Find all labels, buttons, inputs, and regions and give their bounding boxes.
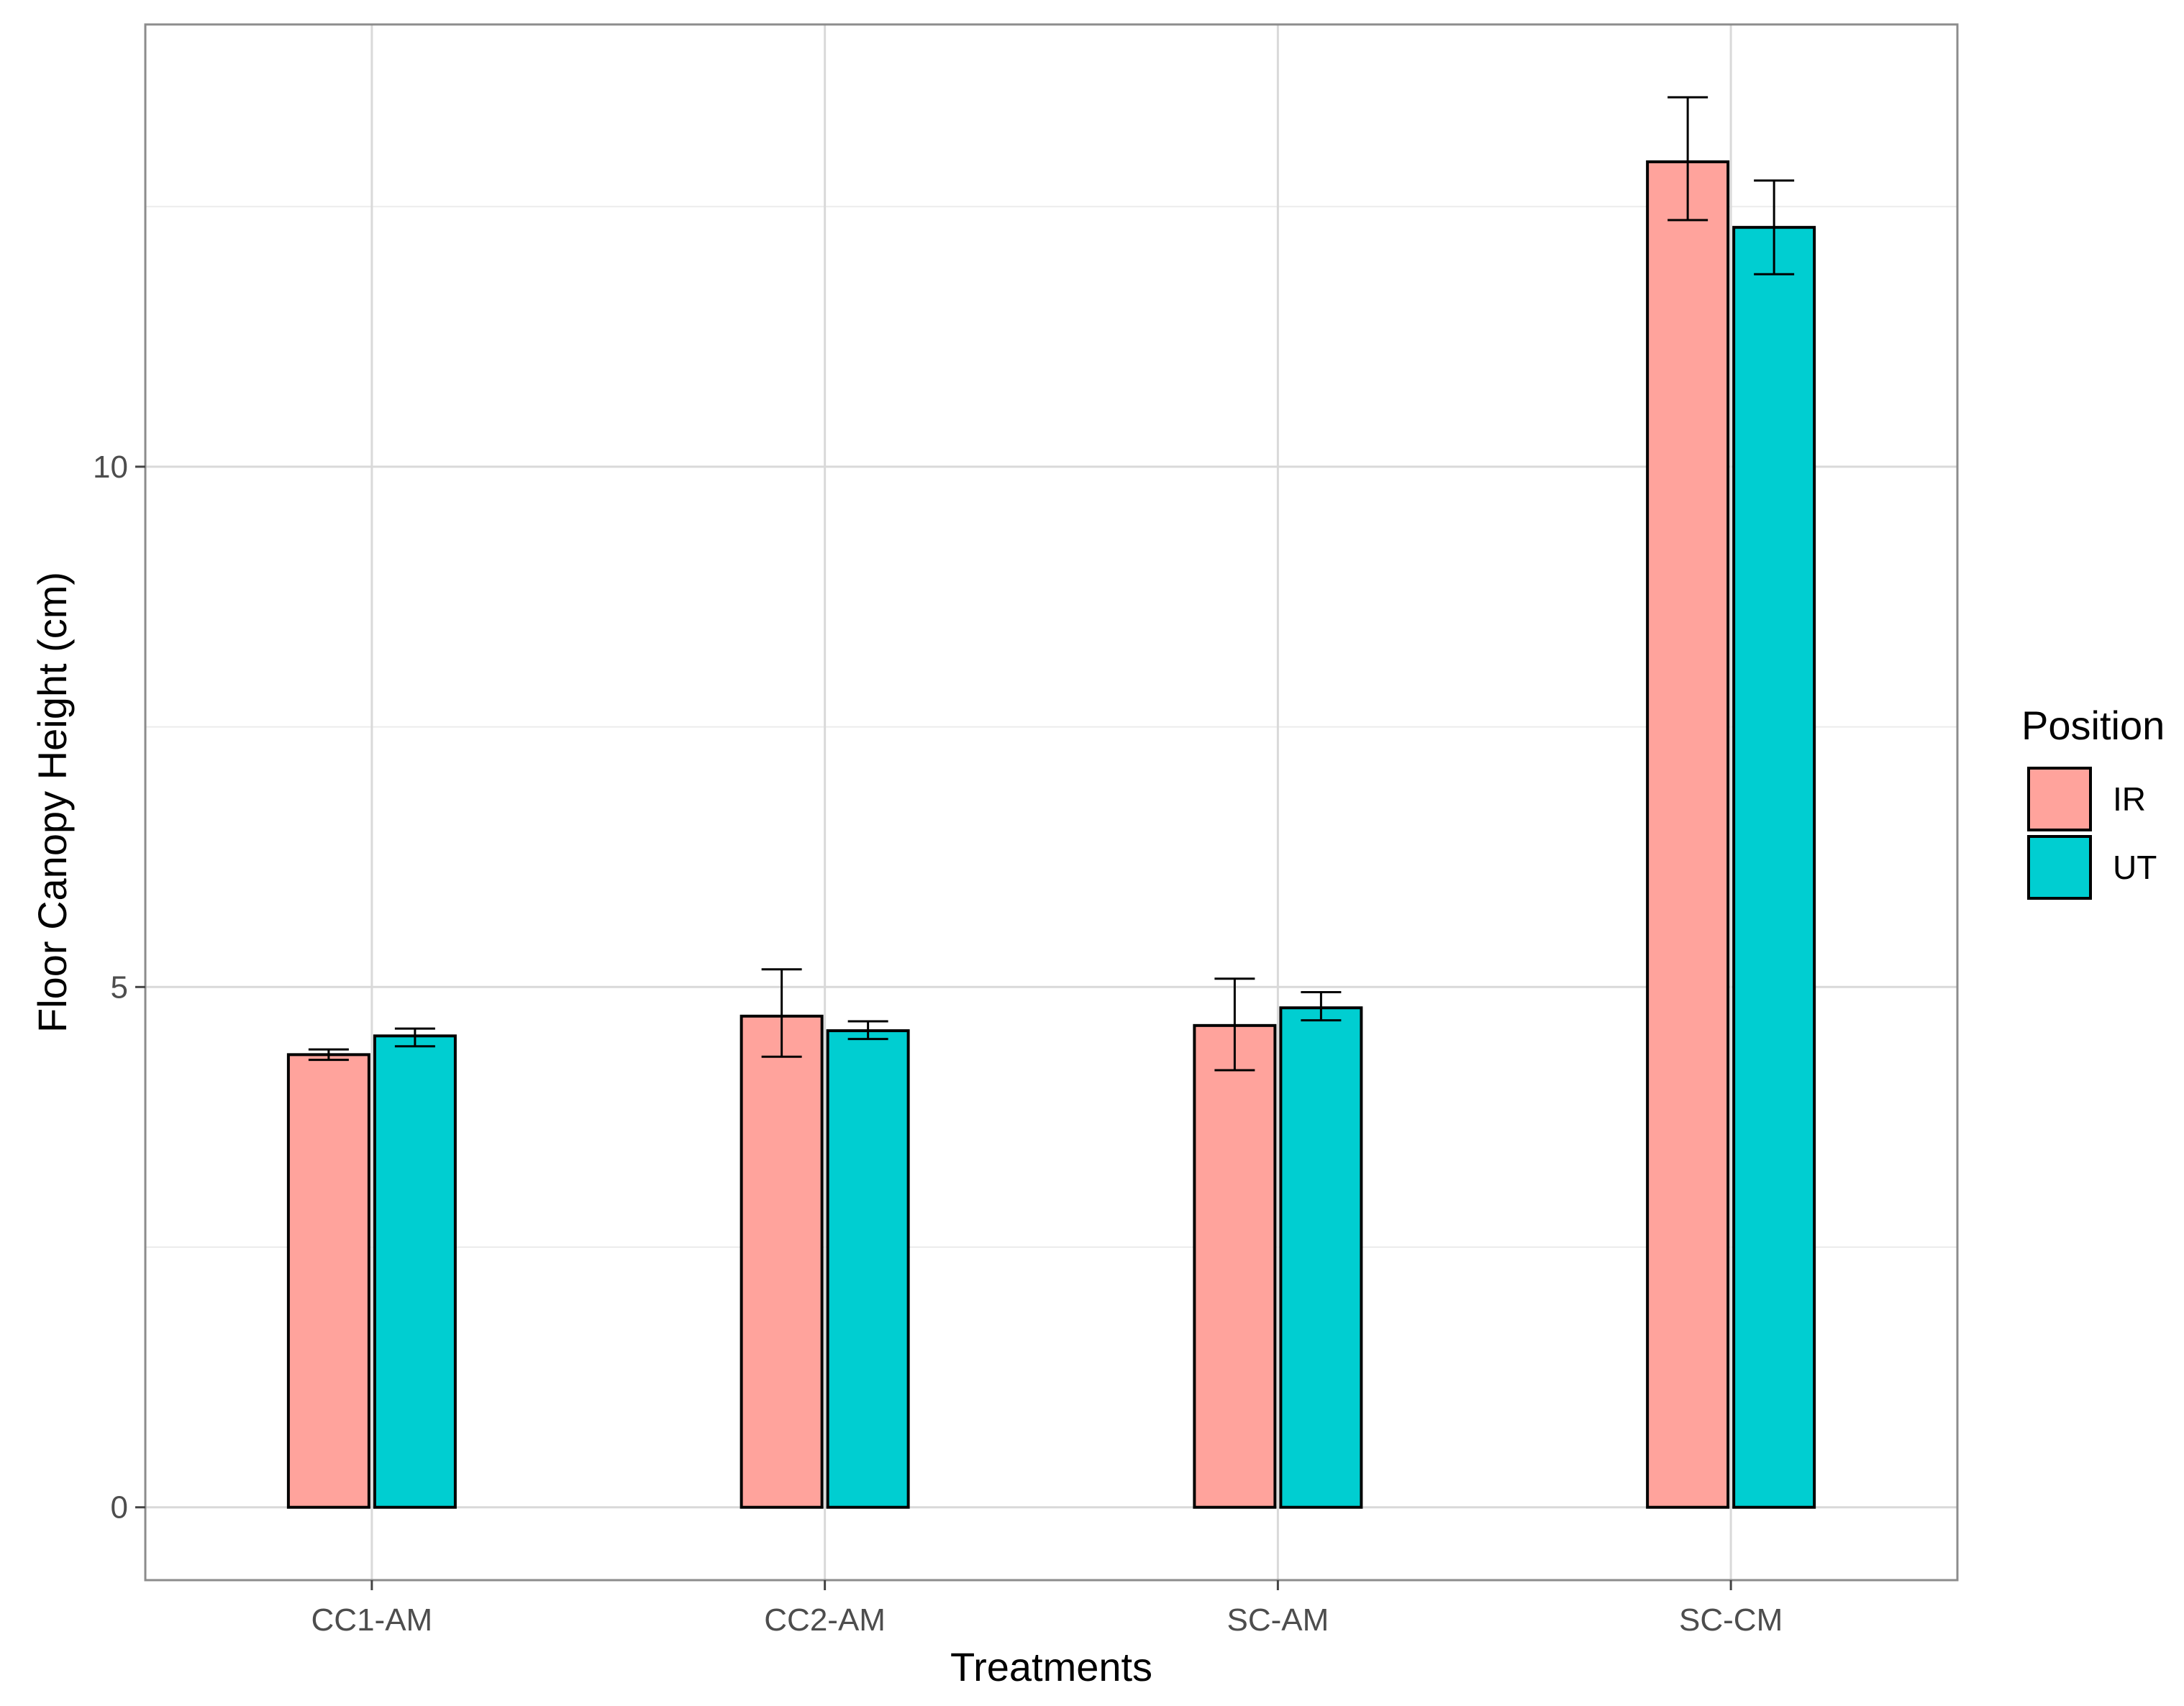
error-bars-group [308, 96, 1795, 1072]
plot-panel-border [144, 23, 1959, 1582]
x-axis-title: Treatments [950, 1644, 1152, 1689]
legend-key-ir [2027, 767, 2092, 831]
legend-label-ir: IR [2113, 780, 2146, 818]
y-tick-label: 10 [93, 450, 128, 485]
error-bar-ir-cc2-am [761, 968, 802, 1058]
legend: Position IR UT [2021, 703, 2165, 900]
x-tick-label: CC2-AM [764, 1602, 886, 1638]
error-bar-ir-sc-cm [1667, 96, 1708, 222]
legend-title: Position [2021, 703, 2165, 748]
bar-ir-sc-am [1193, 1023, 1277, 1509]
bar-ut-sc-am [1279, 1006, 1363, 1509]
bar-ir-cc2-am [740, 1014, 824, 1509]
y-axis: 0 5 10 [93, 450, 145, 1525]
bar-ir-sc-cm [1646, 160, 1730, 1509]
x-tick-label: SC-AM [1227, 1602, 1329, 1638]
error-bar-ir-cc1-am [308, 1048, 349, 1062]
legend-key-ut [2027, 835, 2092, 900]
legend-label-ut: UT [2113, 849, 2157, 886]
x-tick-label: CC1-AM [311, 1602, 433, 1638]
y-tick-label: 0 [111, 1490, 128, 1525]
error-bar-ut-cc2-am [847, 1020, 888, 1041]
bar-ir-cc1-am [286, 1053, 370, 1509]
error-bar-ir-sc-am [1214, 977, 1255, 1072]
y-tick-label: 5 [111, 970, 128, 1005]
y-axis-title: Floor Canopy Height (cm) [29, 572, 75, 1033]
x-tick-label: SC-CM [1679, 1602, 1783, 1638]
bar-ut-sc-cm [1732, 226, 1816, 1509]
error-bar-ut-cc1-am [394, 1027, 435, 1048]
error-bar-ut-sc-am [1301, 991, 1342, 1022]
error-bar-ut-sc-cm [1754, 179, 1795, 275]
x-axis: CC1-AM CC2-AM SC-AM SC-CM [311, 1580, 1783, 1638]
bar-ut-cc1-am [373, 1034, 457, 1509]
bar-ut-cc2-am [826, 1029, 910, 1509]
bars-group [286, 160, 1816, 1509]
